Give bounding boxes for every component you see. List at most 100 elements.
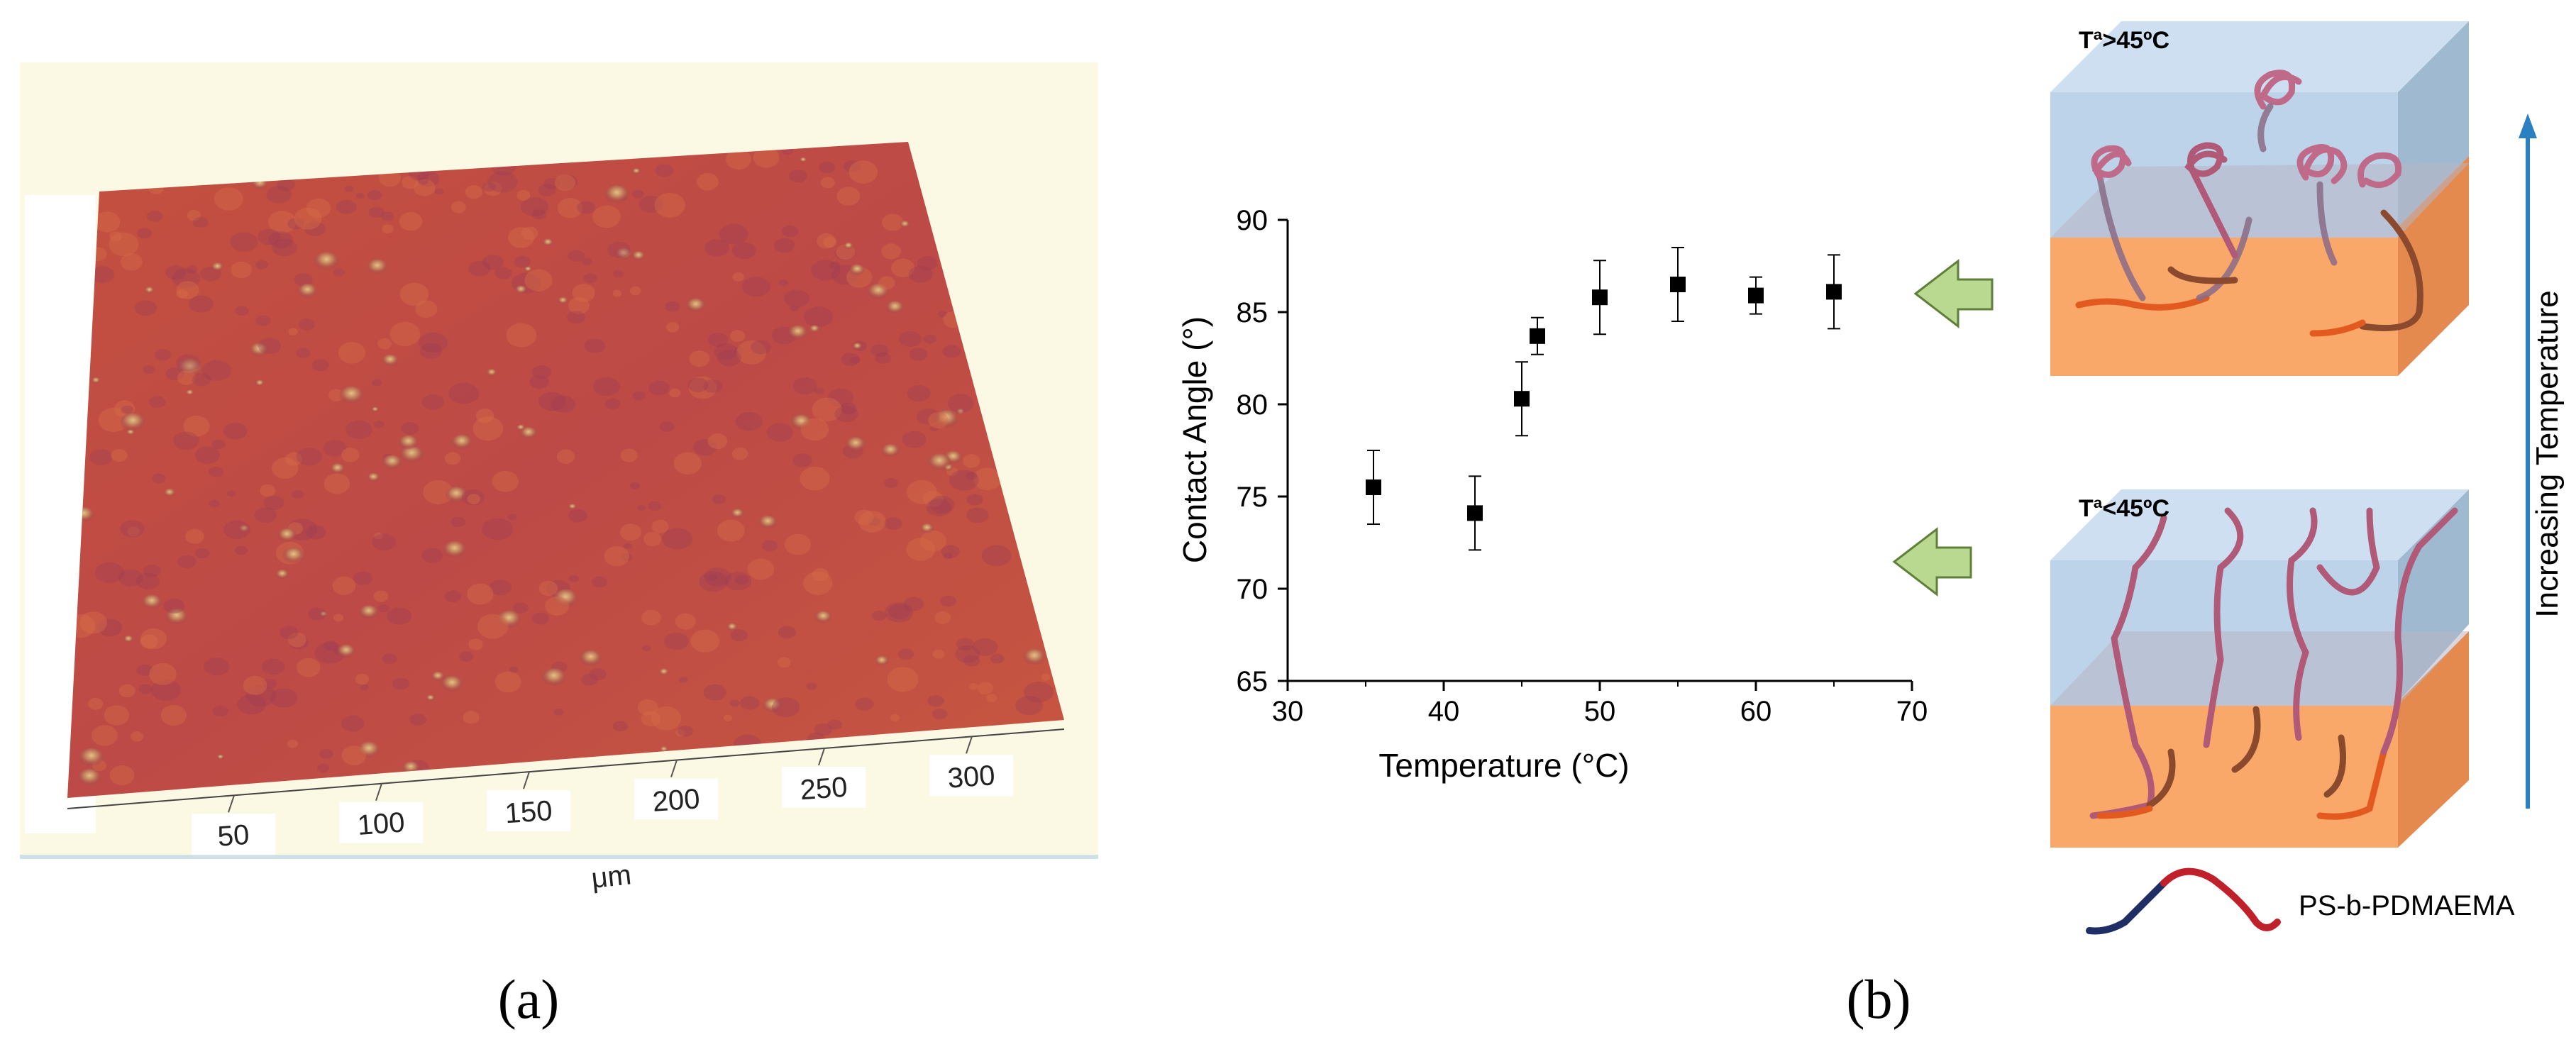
afm-pit xyxy=(494,267,512,279)
y-tick-label: 80 xyxy=(1237,389,1268,421)
afm-grain xyxy=(475,408,494,423)
afm-tick-mark xyxy=(966,736,973,754)
afm-pit xyxy=(947,394,974,413)
afm-pit xyxy=(237,694,266,715)
afm-pit xyxy=(855,697,874,711)
panel-a-label: (a) xyxy=(498,968,560,1030)
afm-peak xyxy=(367,259,388,275)
afm-grain xyxy=(287,632,306,648)
afm-grain xyxy=(149,662,177,685)
afm-pit xyxy=(89,449,113,465)
top-box-film-front xyxy=(2050,238,2398,376)
afm-grain xyxy=(94,211,121,233)
copolymer-legend-label: PS-b-PDMAEMA xyxy=(2299,890,2515,921)
pdmaema-block-line xyxy=(2160,867,2281,931)
afm-grain xyxy=(414,179,436,196)
afm-pit xyxy=(194,548,210,559)
afm-peak xyxy=(255,379,265,387)
afm-grain xyxy=(140,628,167,650)
afm-pit xyxy=(521,196,548,217)
afm-pit xyxy=(734,346,744,354)
afm-pit xyxy=(509,666,519,673)
afm-grain xyxy=(341,448,360,462)
afm-peak xyxy=(790,414,812,431)
afm-peak xyxy=(446,487,468,503)
afm-pit xyxy=(254,507,277,523)
afm-pit xyxy=(121,405,133,414)
afm-pit xyxy=(814,387,824,394)
afm-pit xyxy=(834,245,856,260)
afm-grain xyxy=(494,671,521,693)
afm-pit xyxy=(907,384,931,402)
afm-pit xyxy=(692,439,717,456)
afm-pit xyxy=(314,642,346,664)
afm-pit xyxy=(735,411,763,431)
afm-pit xyxy=(884,602,914,623)
y-axis-title: Contact Angle (°) xyxy=(1176,316,1213,563)
afm-pit xyxy=(729,699,740,707)
afm-pit xyxy=(577,201,595,214)
afm-tick-label-bg xyxy=(192,814,275,855)
afm-grain xyxy=(285,452,302,466)
afm-pit xyxy=(136,572,160,590)
afm-tick-mark xyxy=(523,771,530,789)
afm-pit xyxy=(704,567,731,587)
afm-pit xyxy=(703,379,723,393)
x-tick-label: 30 xyxy=(1272,696,1304,727)
afm-pit xyxy=(592,377,620,396)
afm-pit xyxy=(421,394,444,410)
afm-pit xyxy=(990,653,1005,664)
afm-peak xyxy=(553,589,578,608)
afm-grain xyxy=(963,454,980,468)
afm-peak xyxy=(297,283,317,299)
afm-pit xyxy=(304,221,326,237)
afm-peak xyxy=(809,325,820,333)
afm-pit xyxy=(568,509,587,523)
afm-pit xyxy=(771,697,800,718)
afm-tick-label: 200 xyxy=(651,783,701,818)
bottom-box-film-top-face xyxy=(2050,631,2469,706)
afm-pit xyxy=(814,723,832,736)
afm-pit xyxy=(664,632,689,650)
x-tick-label: 60 xyxy=(1740,696,1772,727)
afm-tick-label-bg xyxy=(339,802,423,843)
afm-grain xyxy=(724,714,733,722)
afm-pit xyxy=(288,635,309,650)
afm-pit xyxy=(294,273,313,287)
afm-pit xyxy=(897,648,914,660)
afm-grain xyxy=(707,433,728,450)
afm-pit xyxy=(940,595,957,607)
afm-pit xyxy=(581,257,592,265)
afm-peak xyxy=(91,377,101,384)
afm-grain xyxy=(373,590,389,602)
y-tick-label: 70 xyxy=(1237,574,1268,605)
afm-pit xyxy=(665,301,680,312)
afm-grain xyxy=(823,236,837,248)
afm-grain xyxy=(176,289,189,299)
afm-grain xyxy=(399,282,429,306)
afm-grain xyxy=(389,321,421,347)
afm-pit xyxy=(341,715,365,732)
top-box-chains xyxy=(2075,70,2423,337)
afm-pit xyxy=(235,306,249,316)
afm-peak xyxy=(398,435,419,450)
afm-peak xyxy=(177,358,203,377)
afm-pit xyxy=(966,507,989,523)
afm-peak xyxy=(431,671,445,682)
afm-grain xyxy=(114,400,136,417)
afm-grain xyxy=(508,227,535,248)
afm-pit xyxy=(489,580,512,596)
afm-grain xyxy=(881,243,902,260)
afm-pit xyxy=(589,668,607,681)
afm-pit xyxy=(678,726,694,737)
afm-peak xyxy=(631,250,645,261)
afm-peak xyxy=(382,455,402,470)
afm-grain xyxy=(906,538,936,561)
afm-grain xyxy=(538,580,558,597)
afm-grain xyxy=(545,596,569,616)
afm-pit xyxy=(929,495,955,514)
afm-pit xyxy=(90,266,115,283)
afm-peak xyxy=(762,698,783,713)
afm-grain xyxy=(675,729,685,737)
afm-grain xyxy=(324,473,350,494)
